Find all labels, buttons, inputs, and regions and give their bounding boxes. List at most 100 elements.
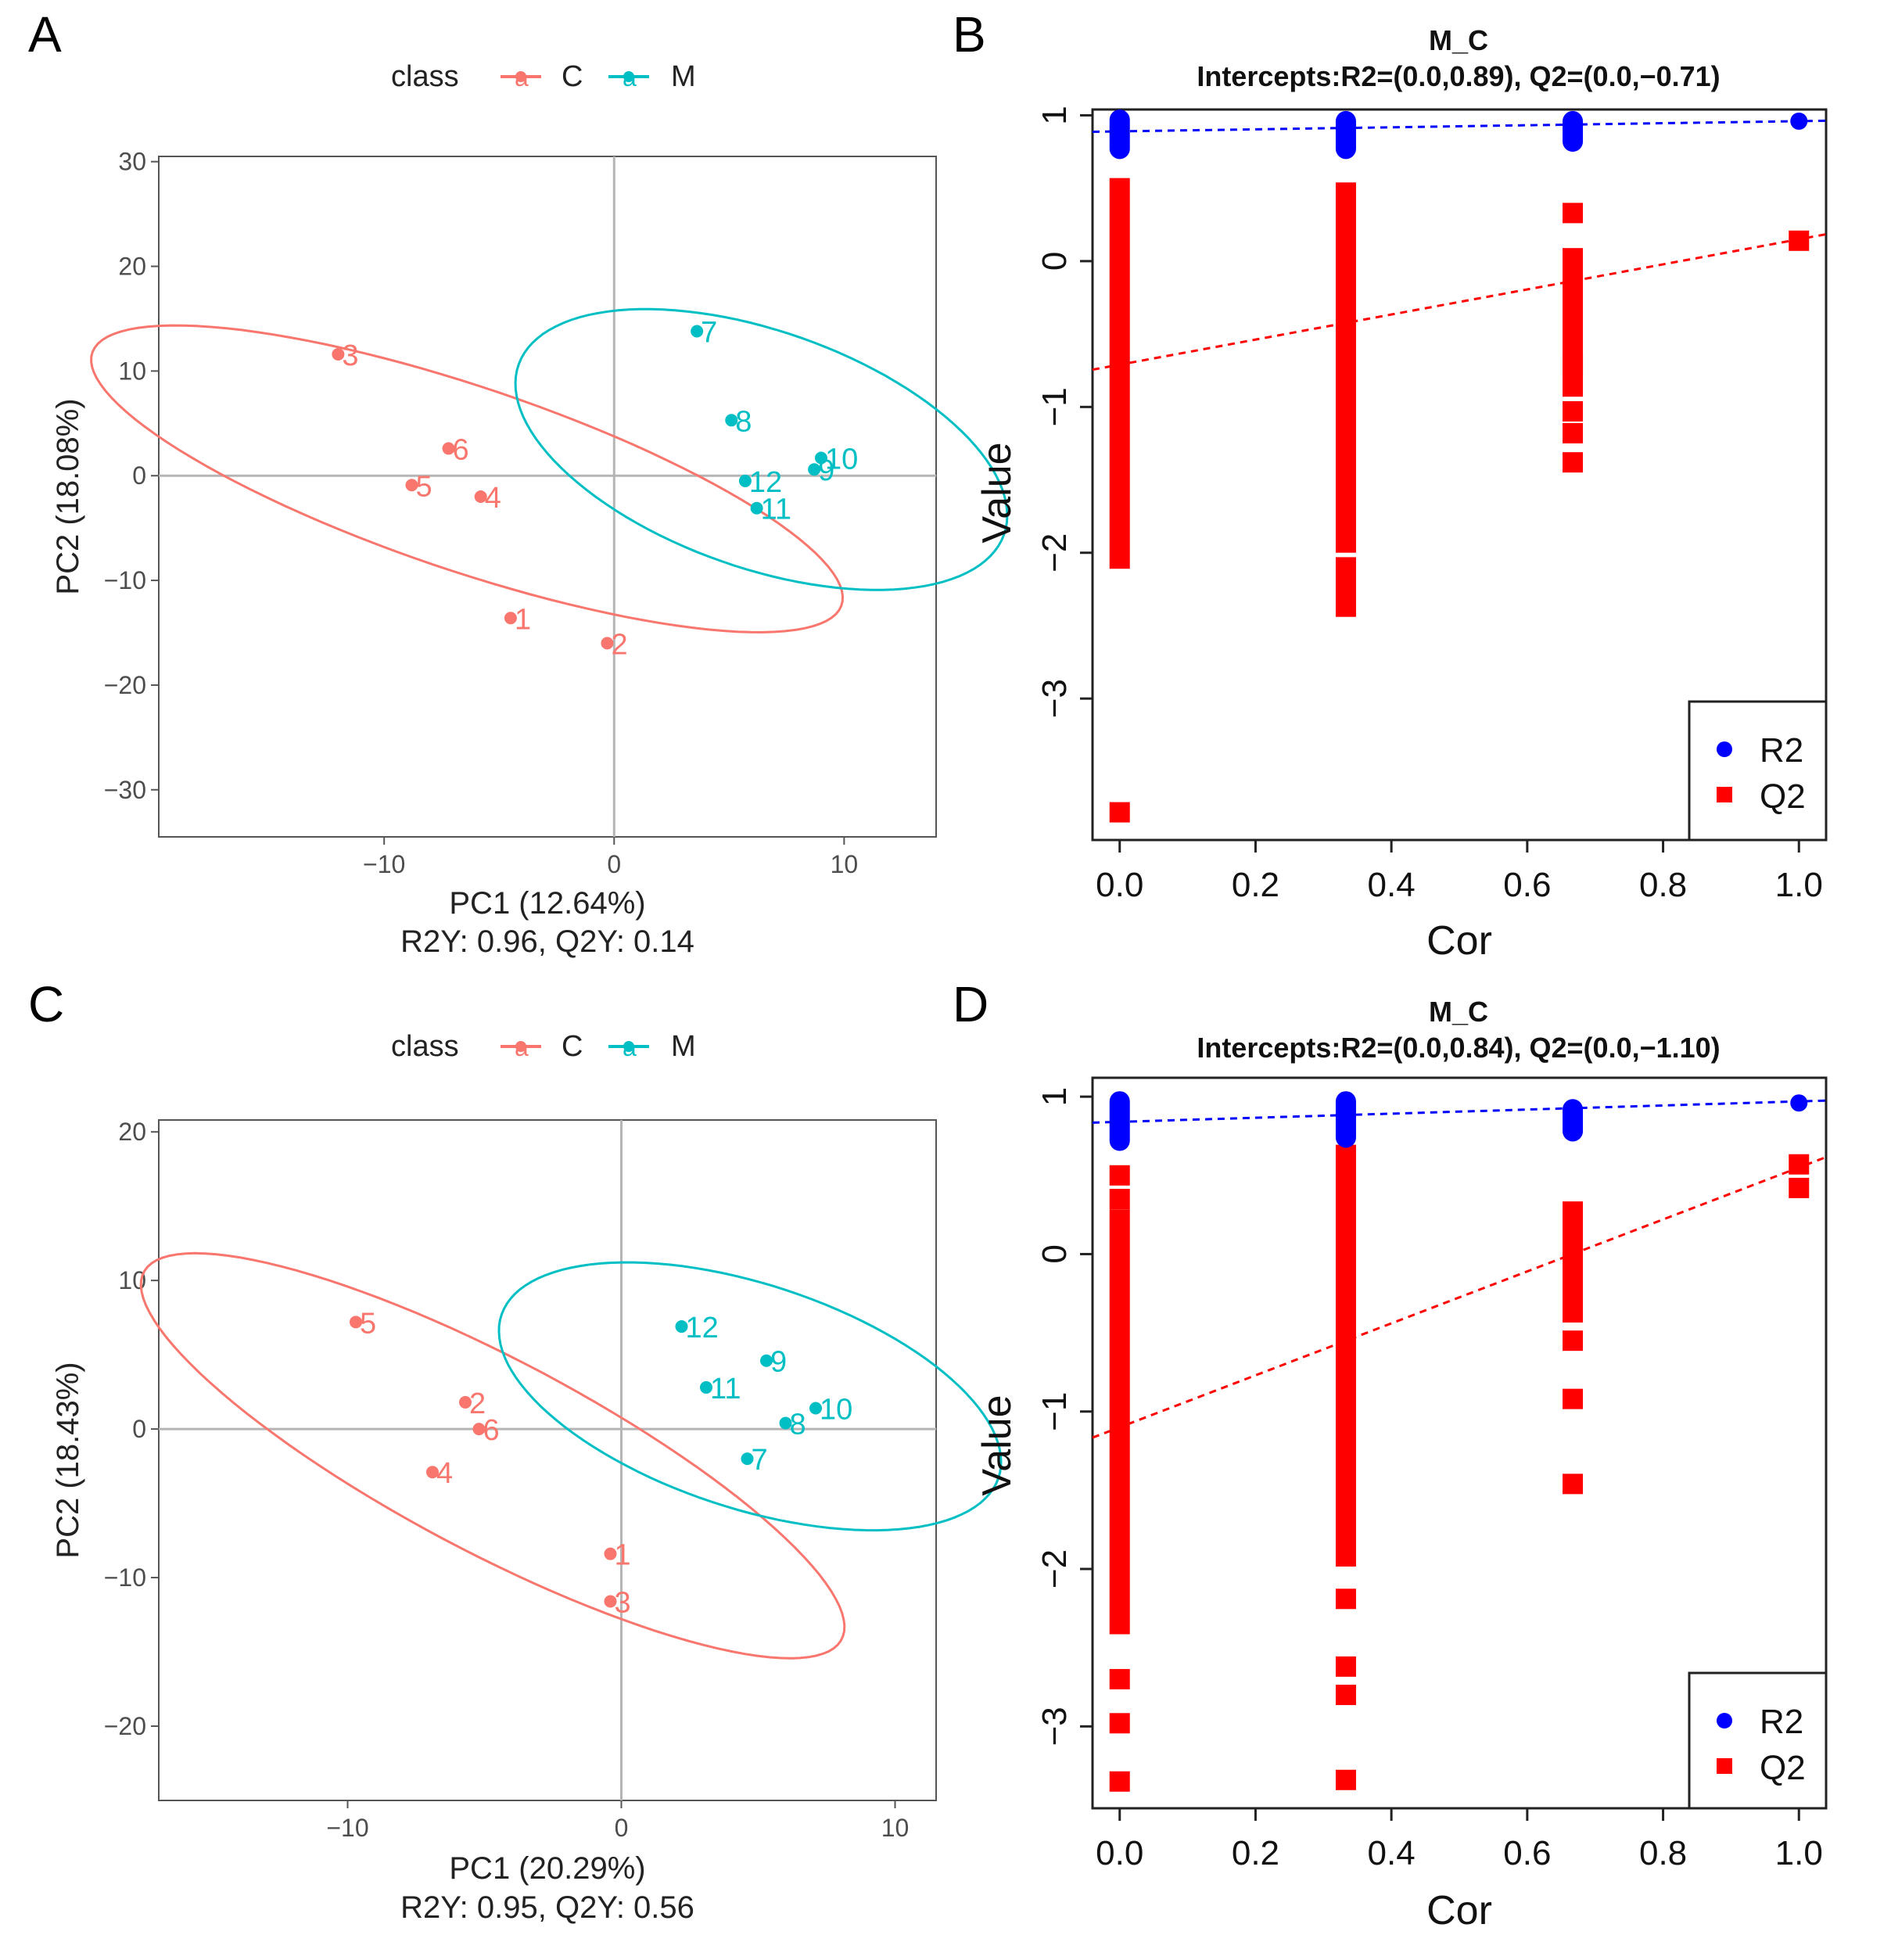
q2-point-b — [1789, 230, 1810, 251]
y-tick-label-b: 0 — [1035, 252, 1074, 271]
confidence-ellipse-m-c — [497, 1261, 1003, 1532]
q2-stack-d — [1109, 1209, 1130, 1635]
point-label-3-c: 3 — [615, 1586, 631, 1619]
q2-stack-d — [1335, 1144, 1356, 1567]
y-tick-label-a: 0 — [132, 461, 146, 490]
y-tick-label-a: 20 — [118, 253, 146, 281]
y-axis-label-b: Value — [974, 442, 1020, 543]
q2-point-d — [1109, 1771, 1130, 1792]
axis-ticks-a: −10 0 10 −30 −20 −10 0 10 20 30 — [104, 148, 858, 878]
point-m-7-c — [741, 1452, 754, 1466]
subtitle-b: Intercepts:R2=(0.0,0.89), Q2=(0.0,−0.71) — [1197, 60, 1720, 92]
legend-key-glyph-m-c: a — [623, 1033, 637, 1061]
point-label-11-c: 11 — [710, 1373, 741, 1405]
x-tick-label-b: 0.2 — [1232, 866, 1279, 904]
x-tick-label-c: 10 — [881, 1814, 910, 1842]
x-tick-label-d: 0.4 — [1368, 1834, 1416, 1872]
plot-frame-a — [158, 156, 937, 838]
point-c-4-c — [426, 1466, 439, 1479]
x-tick-label-c: −10 — [326, 1814, 368, 1842]
legend-key-glyph-c-c: a — [515, 1033, 529, 1061]
point-label-6-a: 6 — [453, 433, 469, 466]
r2-stack-d — [1335, 1091, 1356, 1148]
legend-r2-marker-d — [1717, 1713, 1732, 1728]
point-m-11-a — [750, 501, 763, 515]
regression-line-q2-b — [1092, 233, 1827, 372]
regression-lines-d — [1092, 1099, 1827, 1439]
point-m-12-c — [675, 1320, 688, 1334]
r2-stack-b — [1563, 110, 1584, 153]
x-tick-label-d: 0.0 — [1096, 1834, 1143, 1872]
panel-letter-d: D — [953, 976, 989, 1032]
q2-stack-b — [1335, 182, 1356, 553]
plot-frame-d — [1091, 1076, 1828, 1810]
q2-stack-b — [1109, 178, 1130, 569]
point-label-4-c: 4 — [436, 1457, 453, 1490]
y-tick-label-a: −30 — [104, 776, 146, 804]
confidence-ellipse-c-a — [90, 324, 845, 634]
marks-b — [1109, 109, 1810, 823]
point-m-9-c — [760, 1354, 773, 1367]
point-label-4-a: 4 — [485, 482, 501, 515]
reference-lines-c — [159, 1120, 936, 1800]
r2-stack-b — [1335, 110, 1356, 160]
y-axis-label-a: PC2 (18.08%) — [51, 398, 85, 594]
point-m-8-a — [725, 414, 738, 427]
legend-q2-label-d: Q2 — [1760, 1749, 1806, 1787]
axis-ticks-c: −10 0 10 −20 −10 0 10 20 — [104, 1118, 910, 1842]
x-tick-label-b: 0.8 — [1639, 866, 1687, 904]
q2-point-d — [1109, 1713, 1130, 1734]
q2-point-b — [1563, 354, 1584, 375]
legend-key-m-c: a — [608, 1033, 649, 1061]
point-label-10-a: 10 — [825, 443, 858, 476]
confidence-ellipse-c-c — [139, 1251, 846, 1660]
legend-c: class a C a M — [391, 1030, 696, 1063]
q2-point-b — [1109, 802, 1130, 823]
panel-letter-b: B — [953, 6, 986, 63]
y-tick-label-c: 20 — [118, 1118, 146, 1146]
point-label-11-a: 11 — [761, 494, 791, 526]
x-tick-label-d: 0.8 — [1639, 1834, 1687, 1872]
confidence-ellipse-m-a — [514, 307, 1009, 591]
regression-line-r2-d — [1092, 1099, 1827, 1124]
marks-d — [1109, 1091, 1810, 1792]
q2-point-d — [1563, 1474, 1584, 1495]
y-axis-label-c: PC2 (18.43%) — [51, 1362, 85, 1558]
q2-point-d — [1335, 1685, 1356, 1706]
point-label-2-c: 2 — [469, 1387, 486, 1420]
axis-ticks-d: 0.0 0.2 0.4 0.6 0.8 1.0 −3 −2 −1 0 1 — [1035, 1087, 1823, 1872]
ellipses-a — [90, 307, 1009, 634]
point-label-12-c: 12 — [686, 1312, 719, 1344]
point-c-2-a — [601, 637, 614, 650]
point-c-4-a — [474, 490, 487, 503]
q2-point-d — [1109, 1668, 1130, 1689]
legend-key-glyph-c-a: a — [515, 63, 529, 92]
point-label-5-c: 5 — [360, 1307, 376, 1340]
legend-b: R2 Q2 — [1688, 700, 1828, 842]
y-tick-label-c: −20 — [104, 1712, 146, 1740]
point-c-6-a — [442, 442, 455, 455]
legend-q2-label-b: Q2 — [1760, 777, 1806, 816]
point-label-5-a: 5 — [415, 470, 432, 503]
y-tick-label-b: −2 — [1035, 533, 1074, 573]
point-c-1-a — [504, 612, 517, 625]
legend-key-m-a: a — [608, 63, 649, 92]
r2-stack-b — [1109, 109, 1130, 160]
x-axis-label-b: Cor — [1426, 918, 1492, 964]
y-tick-label-a: −10 — [104, 566, 146, 594]
point-m-8-c — [779, 1416, 792, 1430]
point-label-8-a: 8 — [735, 405, 752, 438]
r2-point-d — [1790, 1094, 1808, 1112]
y-axis-label-d: Value — [974, 1395, 1020, 1495]
reference-lines-a — [159, 156, 936, 837]
point-label-2-a: 2 — [611, 628, 627, 661]
y-tick-label-a: 10 — [118, 357, 146, 385]
x-tick-label-b: 0.4 — [1368, 866, 1416, 904]
plot-frame-b — [1091, 108, 1828, 842]
point-c-3-c — [604, 1595, 617, 1608]
subtitle-d: Intercepts:R2=(0.0,0.84), Q2=(0.0,−1.10) — [1197, 1032, 1720, 1064]
plot-frame-c — [158, 1119, 937, 1801]
